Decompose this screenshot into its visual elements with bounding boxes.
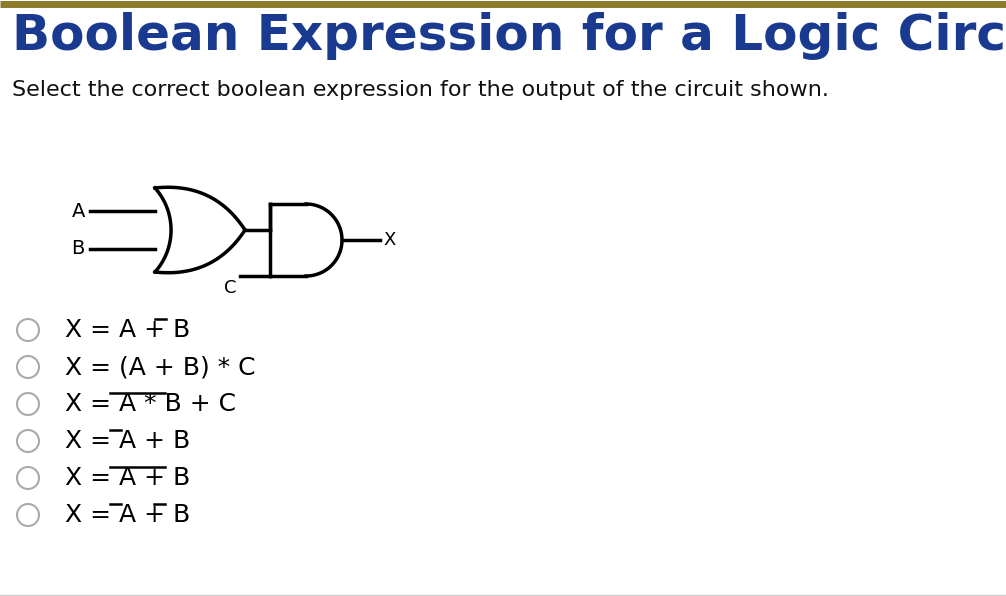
Text: X: X <box>383 231 395 249</box>
Text: Boolean Expression for a Logic Circuit: Boolean Expression for a Logic Circuit <box>12 12 1006 60</box>
Text: X = A + B: X = A + B <box>65 466 190 490</box>
Text: B: B <box>71 240 85 259</box>
Text: A: A <box>71 201 85 221</box>
Text: X = A + B: X = A + B <box>65 503 190 527</box>
Text: X = (A + B) * C: X = (A + B) * C <box>65 355 256 379</box>
Text: X = A + B: X = A + B <box>65 318 190 342</box>
Text: X = A * B + C: X = A * B + C <box>65 392 236 416</box>
Text: X = A + B: X = A + B <box>65 429 190 453</box>
Text: C: C <box>224 279 237 297</box>
Text: Select the correct boolean expression for the output of the circuit shown.: Select the correct boolean expression fo… <box>12 80 829 100</box>
